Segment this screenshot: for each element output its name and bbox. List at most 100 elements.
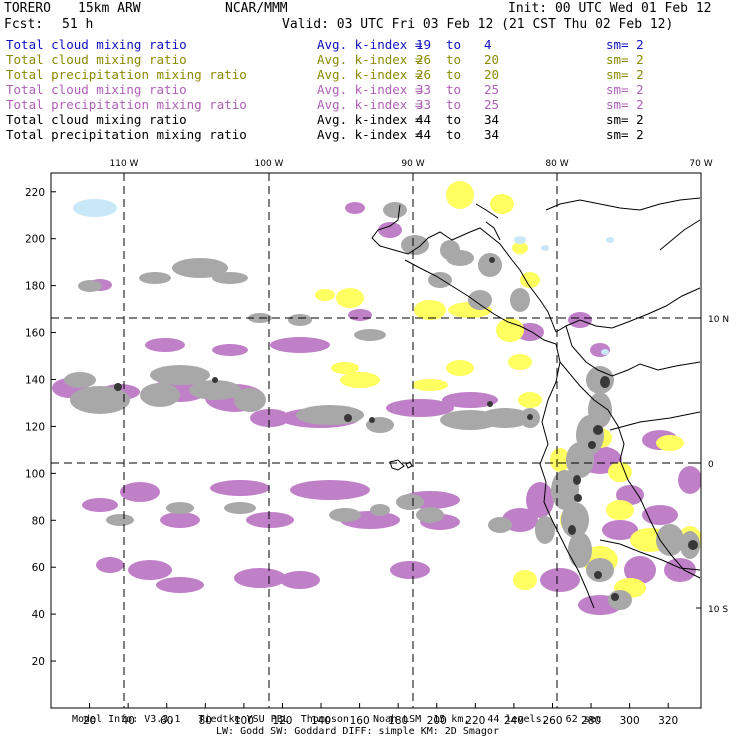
legend-from: 26 — [416, 67, 432, 82]
dark-cloud-core — [344, 414, 352, 422]
yellow-cloud-region — [656, 435, 684, 451]
yellow-cloud-region — [340, 372, 380, 388]
gray-cloud-region — [140, 383, 180, 407]
gray-cloud-region — [288, 314, 312, 326]
legend-to-word: to — [446, 67, 462, 82]
purple-cloud-region — [128, 560, 172, 580]
legend-to-word: to — [446, 112, 462, 127]
legend-sm: sm= 2 — [606, 37, 644, 52]
x-tick-label: 60 — [160, 715, 173, 727]
gray-cloud-region — [296, 405, 364, 425]
legend-row: Total cloud mixing ratio Avg. k-index = 44… — [6, 112, 706, 127]
x-tick-label: 160 — [350, 715, 370, 727]
cloud-fields — [52, 181, 701, 615]
purple-cloud-region — [526, 482, 554, 518]
yellow-cloud-region — [412, 379, 448, 391]
fcst-hours: 51 h — [62, 17, 94, 32]
gray-cloud-region — [446, 250, 474, 266]
legend-to-word: to — [446, 52, 462, 67]
legend-index: Avg. k-index = — [317, 82, 423, 97]
x-tick-label: 20 — [83, 715, 96, 727]
legend-index: Avg. k-index = — [317, 37, 423, 52]
y-tick-label: 100 — [25, 468, 45, 480]
latitude-label: 10 S — [708, 605, 728, 615]
yellow-cloud-region — [496, 318, 524, 342]
dark-cloud-core — [489, 257, 495, 263]
legend-to: 34 — [484, 127, 500, 142]
purple-cloud-region — [156, 577, 204, 593]
gray-cloud-region — [224, 502, 256, 514]
map-plot: 20 40 60 80 100 120 140 160 180 200 220 240 260 280 30… — [25, 159, 729, 727]
purple-cloud-region — [120, 482, 160, 502]
footer-model-info: Model Info: V3.3.1 Tiedtke YSU PBL Thomp… — [72, 714, 602, 725]
purple-cloud-region — [290, 480, 370, 500]
purple-cloud-region — [664, 558, 696, 582]
dark-cloud-core — [212, 377, 218, 383]
gray-cloud-region — [354, 329, 386, 341]
dark-cloud-core — [114, 383, 122, 391]
legend-field: Total precipitation mixing ratio — [6, 127, 247, 142]
yellow-cloud-region — [315, 289, 335, 301]
legend-to-word: to — [446, 127, 462, 142]
legend-sm: sm= 2 — [606, 67, 644, 82]
legend-from: 19 — [416, 37, 432, 52]
yellow-cloud-region — [490, 194, 514, 214]
legend-row: Total precipitation mixing ratio Avg. k-i… — [6, 67, 706, 82]
latitude-label: 10 N — [708, 315, 729, 325]
gray-cloud-region — [401, 235, 429, 255]
purple-cloud-region — [378, 222, 402, 238]
x-tick-label: 320 — [658, 715, 678, 727]
x-tick-label: 220 — [465, 715, 485, 727]
x-tick-label: 200 — [427, 715, 447, 727]
purple-cloud-region — [442, 392, 498, 408]
y-tick-label: 20 — [32, 656, 45, 668]
yellow-cloud-region — [606, 500, 634, 520]
yellow-cloud-region — [414, 300, 446, 320]
gray-cloud-region — [479, 408, 531, 428]
grid-lines — [51, 173, 701, 708]
purple-cloud-region — [212, 344, 248, 356]
longitude-label: 80 W — [545, 159, 568, 169]
purple-cloud-region — [270, 337, 330, 353]
legend-sm: sm= 2 — [606, 127, 644, 142]
purple-cloud-region — [82, 498, 118, 512]
init-time: Init: 00 UTC Wed 01 Feb 12 — [508, 1, 712, 16]
legend-row: Total cloud mixing ratio Avg. k-index = 19… — [6, 37, 706, 52]
purple-cloud-region — [210, 480, 270, 496]
gray-cloud-region — [608, 590, 632, 610]
gray-cloud-region — [166, 502, 194, 514]
gray-cloud-region — [396, 494, 424, 510]
gray-cloud-region — [78, 280, 102, 292]
purple-cloud-region — [280, 571, 320, 589]
x-tick-label: 120 — [272, 715, 292, 727]
gray-cloud-region — [566, 442, 594, 478]
legend-index: Avg. k-index = — [317, 112, 423, 127]
fcst-label: Fcst: — [4, 17, 44, 32]
legend-field: Total cloud mixing ratio — [6, 112, 187, 127]
dark-cloud-core — [369, 417, 375, 423]
y-tick-label: 40 — [32, 609, 45, 621]
gray-cloud-region — [535, 516, 555, 544]
lightblue-cloud-region — [606, 237, 614, 243]
axes: 20 40 60 80 100 120 140 160 180 200 220 240 260 280 30… — [25, 159, 729, 727]
institution: NCAR/MMM — [225, 1, 288, 16]
gray-cloud-region — [586, 558, 614, 582]
lightblue-cloud-region — [73, 199, 117, 217]
purple-cloud-region — [250, 409, 290, 427]
purple-cloud-region — [624, 556, 656, 584]
legend-to-word: to — [446, 37, 462, 52]
x-tick-label: 260 — [542, 715, 562, 727]
legend-field: Total cloud mixing ratio — [6, 37, 187, 52]
legend-index: Avg. k-index = — [317, 52, 423, 67]
purple-cloud-region — [145, 338, 185, 352]
gray-cloud-region — [656, 524, 684, 556]
yellow-cloud-region — [512, 242, 528, 254]
dark-cloud-core — [487, 401, 493, 407]
footer-physics-info: LW: Godd SW: Goddard DIFF: simple KM: 2D… — [216, 726, 499, 737]
purple-cloud-region — [616, 485, 644, 505]
legend-to: 25 — [484, 97, 500, 112]
purple-cloud-region — [678, 466, 701, 494]
legend-sm: sm= 2 — [606, 97, 644, 112]
dark-cloud-core — [527, 414, 533, 420]
x-tick-label: 100 — [234, 715, 254, 727]
